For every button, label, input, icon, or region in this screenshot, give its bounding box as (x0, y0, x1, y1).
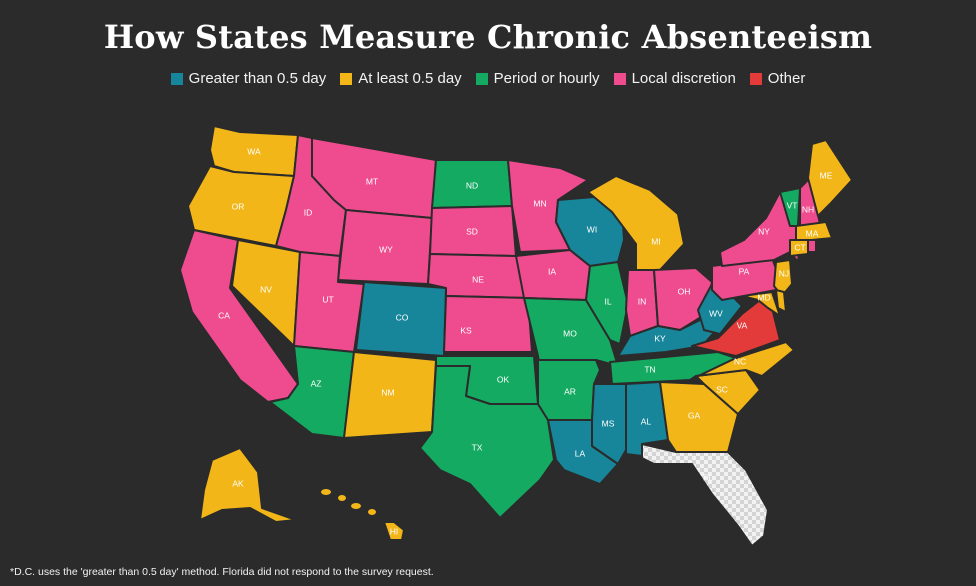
state-fl (641, 443, 769, 547)
state-ri (807, 239, 817, 253)
state-label-al: AL (641, 416, 652, 426)
legend-item-at-least: At least 0.5 day (340, 70, 462, 87)
state-label-ar: AR (564, 386, 576, 396)
state-label-mt: MT (366, 176, 378, 186)
state-me (807, 139, 853, 217)
state-label-mi: MI (651, 236, 660, 246)
state-label-tx: TX (472, 442, 483, 452)
state-label-me: ME (820, 170, 833, 180)
state-label-sc: SC (716, 384, 728, 394)
state-label-nc: NC (734, 356, 746, 366)
state-hi (383, 521, 405, 541)
state-ma (795, 221, 833, 241)
state-label-nh: NH (802, 204, 814, 214)
state-hi-island (338, 495, 346, 501)
state-label-tn: TN (644, 364, 655, 374)
state-ct (789, 239, 809, 257)
state-label-ma: MA (806, 228, 819, 238)
state-label-in: IN (638, 296, 647, 306)
legend-swatch (170, 72, 183, 85)
state-label-ga: GA (688, 410, 701, 420)
state-label-ne: NE (472, 274, 484, 284)
state-label-ut: UT (322, 294, 333, 304)
state-label-vt: VT (787, 200, 798, 210)
legend-item-local: Local discretion (613, 70, 736, 87)
state-label-nv: NV (260, 284, 272, 294)
state-hi-island (321, 489, 331, 495)
state-label-oh: OH (678, 286, 691, 296)
state-ca (179, 229, 299, 403)
state-label-az: AZ (311, 378, 322, 388)
state-label-pa: PA (739, 266, 750, 276)
state-de (775, 289, 787, 313)
state-nc (689, 341, 795, 381)
state-label-md: MD (757, 292, 770, 302)
state-label-wa: WA (247, 146, 261, 156)
map-title: How States Measure Chronic Absenteeism (103, 18, 873, 56)
state-label-ia: IA (548, 266, 556, 276)
state-ks (443, 295, 533, 353)
state-label-ks: KS (460, 325, 472, 335)
state-label-ny: NY (758, 226, 770, 236)
state-ak (199, 447, 297, 523)
state-il (585, 261, 629, 345)
legend-swatch (749, 72, 762, 85)
legend-label: At least 0.5 day (358, 70, 462, 87)
state-label-mo: MO (563, 328, 577, 338)
footnote: *D.C. uses the 'greater than 0.5 day' me… (10, 566, 434, 578)
state-label-sd: SD (466, 226, 478, 236)
state-label-wy: WY (379, 244, 393, 254)
state-label-nm: NM (381, 387, 394, 397)
state-label-nd: ND (466, 180, 478, 190)
state-label-wi: WI (587, 224, 597, 234)
legend-swatch (340, 72, 353, 85)
state-tx (419, 365, 555, 519)
state-label-ca: CA (218, 310, 230, 320)
state-label-la: LA (575, 448, 586, 458)
state-label-id: ID (304, 207, 313, 217)
legend-item-other: Other (749, 70, 806, 87)
state-mi (587, 175, 685, 273)
state-label-fl: FL (703, 472, 713, 482)
state-hi-island (368, 509, 376, 515)
legend-item-period: Period or hourly (475, 70, 600, 87)
state-label-il: IL (604, 296, 611, 306)
legend-label: Greater than 0.5 day (188, 70, 327, 87)
state-label-mn: MN (533, 198, 546, 208)
state-label-co: CO (396, 312, 409, 322)
state-nj (773, 259, 793, 297)
legend-label: Period or hourly (493, 70, 600, 87)
state-label-ms: MS (602, 418, 615, 428)
legend-label: Local discretion (631, 70, 736, 87)
legend: Greater than 0.5 day At least 0.5 day Pe… (0, 70, 976, 87)
state-label-nj: NJ (779, 268, 789, 278)
state-label-or: OR (232, 201, 245, 211)
legend-label: Other (767, 70, 806, 87)
state-label-wv: WV (709, 308, 723, 318)
state-label-hi: HI (390, 526, 399, 536)
state-label-ok: OK (497, 374, 510, 384)
state-label-va: VA (737, 320, 748, 330)
legend-item-greater: Greater than 0.5 day (170, 70, 327, 87)
state-label-ky: KY (654, 333, 666, 343)
state-label-ct: CT (794, 242, 805, 252)
legend-swatch (475, 72, 488, 85)
legend-swatch (613, 72, 626, 85)
state-label-ak: AK (232, 478, 244, 488)
state-hi-island (351, 503, 361, 509)
